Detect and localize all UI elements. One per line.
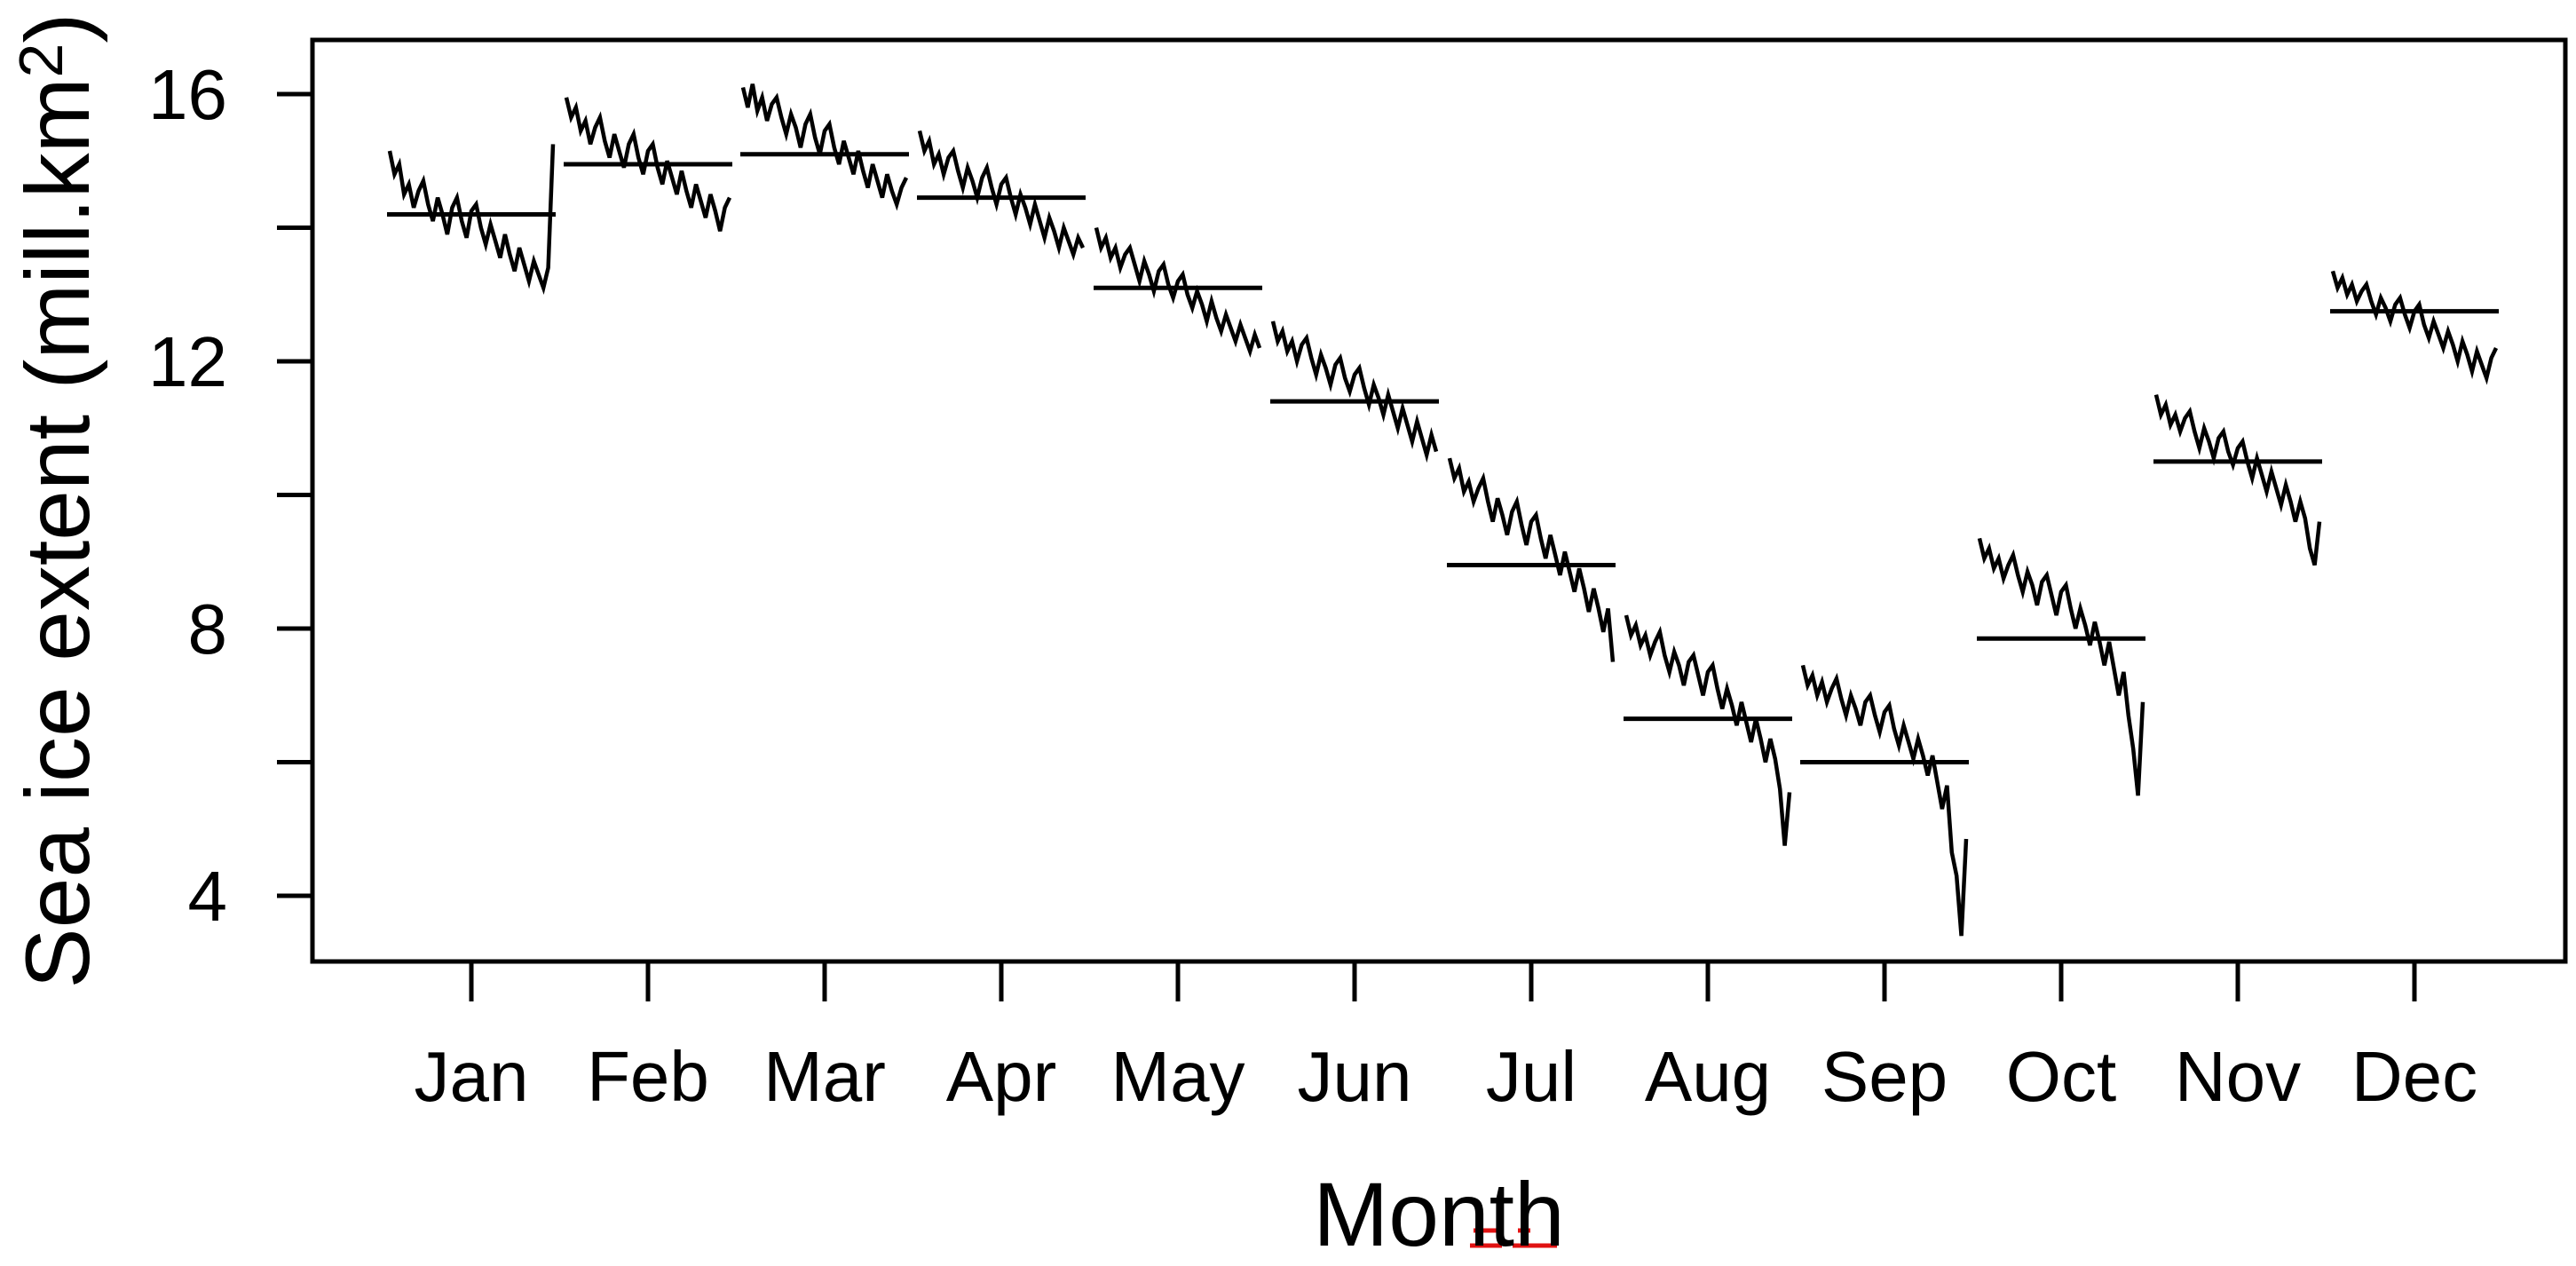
month-label: Jan	[415, 1037, 529, 1116]
month-label: Nov	[2175, 1037, 2301, 1116]
month-subseries-line	[2153, 394, 2322, 566]
y-axis-tick-label: 12	[148, 322, 227, 401]
month-label: May	[1110, 1037, 1245, 1116]
month-subseries-line	[1624, 614, 1792, 846]
month-subseries-line	[1447, 457, 1616, 662]
month-subseries-line	[1800, 664, 1969, 937]
month-subseries-line	[564, 97, 732, 232]
plot-box	[310, 37, 2568, 964]
month-label: Oct	[2006, 1037, 2116, 1116]
month-label: Mar	[763, 1037, 886, 1116]
month-subseries-line	[740, 83, 909, 211]
month-subseries-line	[917, 130, 1086, 261]
month-label: Sep	[1821, 1037, 1948, 1116]
month-subseries-line	[1094, 226, 1262, 359]
month-label: Aug	[1645, 1037, 1771, 1116]
month-label: Jul	[1486, 1037, 1576, 1116]
month-label: Dec	[2351, 1037, 2477, 1116]
month-subseries-line	[1977, 537, 2145, 796]
y-axis-tick-label: 16	[148, 55, 227, 134]
month-label: Feb	[587, 1037, 709, 1116]
month-label: Apr	[946, 1037, 1057, 1116]
y-axis-title: Sea ice extent (mill.km2)	[6, 13, 108, 989]
month-subseries-line	[387, 144, 556, 296]
y-axis-tick-label: 4	[188, 857, 228, 936]
month-label: Jun	[1298, 1037, 1412, 1116]
month-subseries-line	[2330, 270, 2499, 385]
x-axis-title: Month	[1313, 1164, 1565, 1262]
month-subseries-line	[1270, 320, 1439, 463]
y-axis-tick-label: 8	[188, 589, 228, 669]
